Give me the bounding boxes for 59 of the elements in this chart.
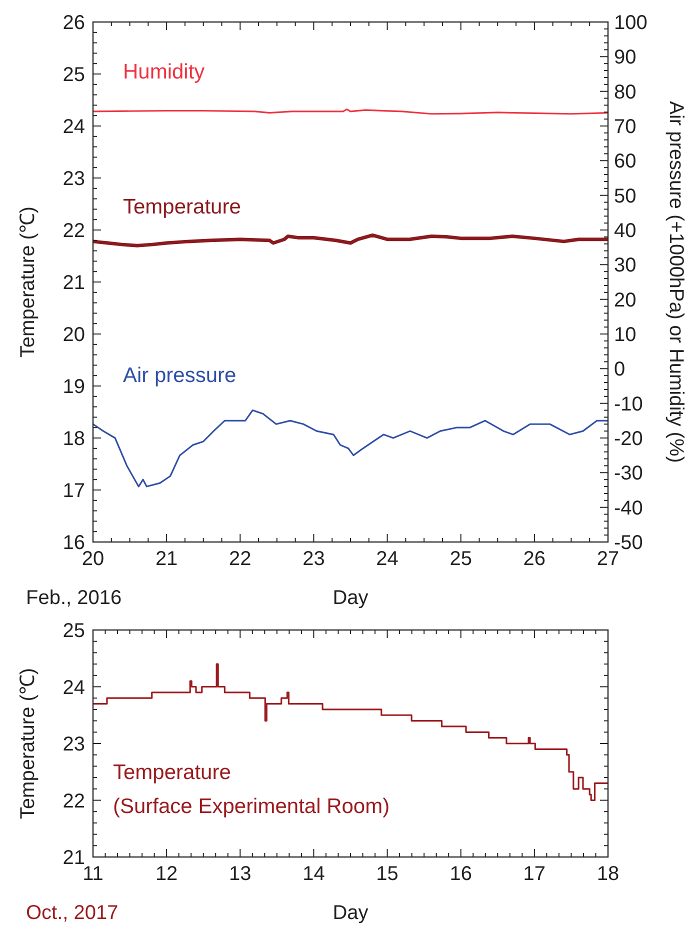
y-tick-label: 22: [62, 220, 85, 242]
text: Temperature (Surface Experimental Room): [113, 760, 390, 818]
x-tick-label: 16: [450, 863, 472, 885]
y2-tick-label: 90: [614, 46, 636, 69]
y2-axis-title: Air pressure (+1000hPa) or Humidity (%): [665, 101, 686, 463]
series-label: Air pressure: [123, 364, 236, 388]
y2-tick-label: -10: [614, 393, 643, 416]
y-tick-label: 21: [62, 847, 85, 869]
y-tick-label: 26: [62, 12, 85, 34]
x-tick-label: 11: [82, 863, 104, 885]
y2-tick-label: 40: [614, 220, 636, 242]
series-label: Temperature: [123, 195, 241, 218]
y2-tick-label: 60: [614, 150, 636, 173]
y2-tick-label: 80: [614, 81, 636, 104]
x-tick-label: 18: [596, 863, 620, 885]
x-tick-label: 21: [155, 548, 178, 570]
x-tick-label: 26: [523, 548, 546, 570]
y2-tick-label: 0: [614, 358, 626, 381]
text: Feb., 2016: [26, 587, 122, 609]
x-tick-label: 12: [155, 863, 178, 885]
y-tick-label: 23: [62, 734, 85, 756]
y-tick-label: 20: [62, 324, 85, 346]
x-axis-title: Day: [332, 902, 368, 924]
line-series: [92, 409, 609, 488]
x-tick-label: 17: [523, 863, 546, 885]
y2-tick-label: -30: [614, 462, 643, 485]
y-axis-title: Temperature (℃): [17, 668, 39, 820]
series-label: Humidity: [123, 60, 206, 84]
x-tick-label: 22: [229, 548, 252, 570]
x-tick-label: 23: [302, 548, 325, 570]
x-tick-label: 25: [450, 548, 472, 570]
y2-tick-label: 20: [614, 289, 636, 312]
y-tick-label: 22: [62, 790, 85, 812]
y-tick-label: 23: [62, 168, 85, 190]
line-series: [91, 233, 610, 248]
y-tick-label: 25: [62, 64, 85, 86]
x-tick-label: 27: [596, 548, 620, 570]
y2-tick-label: 100: [614, 12, 648, 34]
y-tick-label: 19: [62, 376, 85, 398]
y-tick-label: 21: [62, 272, 85, 294]
y2-tick-label: 70: [614, 116, 636, 138]
x-tick-label: 20: [82, 548, 104, 570]
x-axis-title: Day: [332, 587, 368, 609]
y-tick-label: 17: [62, 480, 85, 502]
y-tick-label: 18: [62, 428, 85, 450]
y2-tick-label: -40: [614, 497, 643, 520]
y2-tick-label: 10: [614, 324, 636, 346]
y-axis-title: Temperature (℃): [17, 206, 39, 358]
y2-tick-label: 50: [614, 185, 636, 208]
y-tick-label: 24: [62, 116, 85, 138]
x-tick-label: 14: [302, 863, 325, 885]
y-tick-label: 25: [62, 620, 85, 642]
text: Oct., 2017: [26, 902, 118, 924]
x-tick-label: 13: [229, 863, 252, 885]
x-tick-label: 15: [376, 863, 398, 885]
y-tick-label: 24: [62, 676, 85, 699]
y2-tick-label: 30: [614, 254, 636, 277]
y2-tick-label: -20: [614, 428, 643, 450]
x-tick-label: 24: [376, 548, 398, 570]
